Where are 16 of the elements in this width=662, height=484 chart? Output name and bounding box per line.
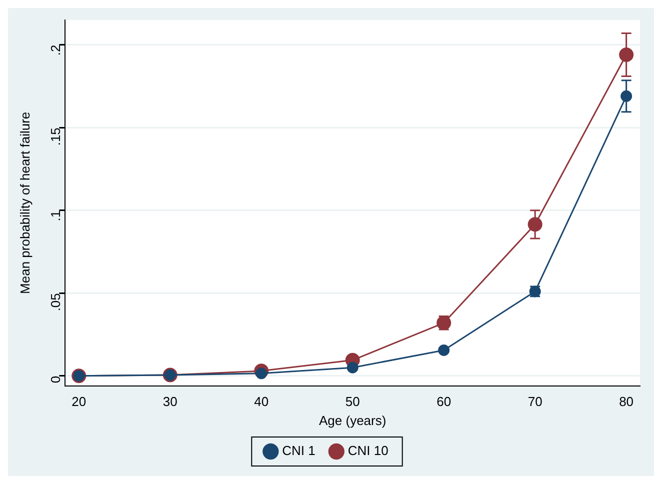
y-tick-label: 0 [48, 376, 63, 384]
y-tick-label: .05 [48, 293, 63, 312]
y-tick-label: .15 [48, 128, 63, 146]
x-tick-label: 60 [436, 394, 452, 410]
x-tick-label: 80 [619, 394, 634, 410]
legend-label: CNI 1 [282, 443, 316, 458]
x-tick-label: 40 [254, 394, 269, 410]
x-tick-label: 70 [528, 394, 542, 410]
legend-label: CNI 10 [348, 443, 388, 458]
y-tick-label: .2 [48, 44, 63, 56]
x-tick-label: 20 [72, 394, 86, 410]
y-axis-title: Mean probability of heart failure [17, 112, 32, 294]
x-tick-label: 50 [345, 394, 360, 410]
x-tick-label: 30 [162, 394, 178, 410]
y-tick-label: .1 [48, 210, 63, 222]
x-axis-title: Age (years) [319, 412, 386, 428]
